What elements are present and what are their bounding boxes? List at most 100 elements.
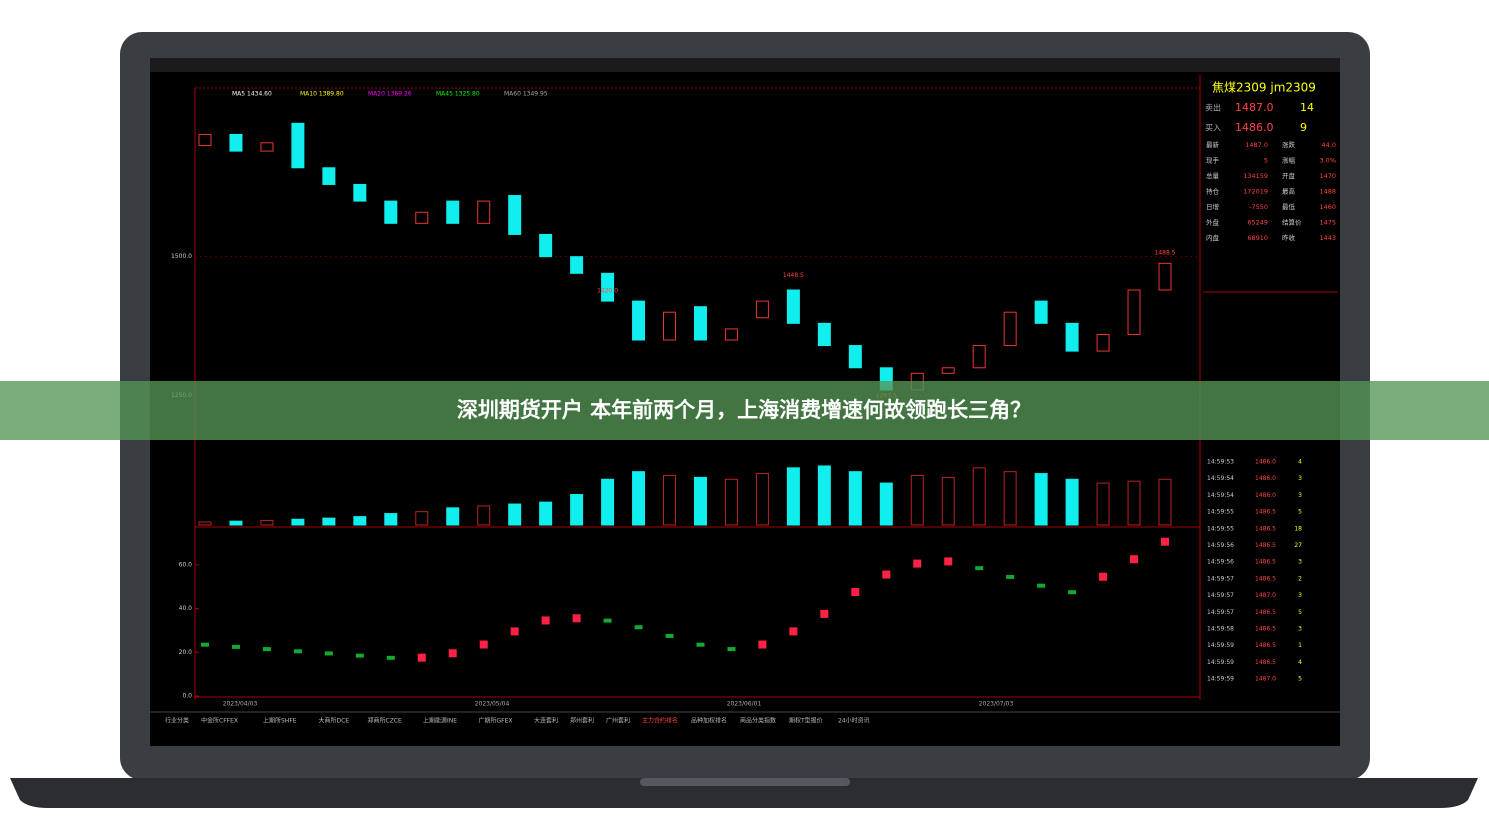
- volume-bar: [570, 494, 584, 526]
- volume-bar: [1127, 480, 1141, 526]
- quote-buy: 买入: [1205, 124, 1221, 133]
- quote-field: 昨收: [1282, 233, 1296, 242]
- x-tick-label: 2023/05/04: [475, 701, 510, 708]
- candle: [291, 122, 305, 169]
- candle: [1096, 333, 1110, 352]
- quote-field: 65249: [1247, 219, 1268, 227]
- indicator-point: [696, 642, 705, 647]
- volume-bar: [198, 521, 212, 526]
- trade-field: 14:59:59: [1207, 676, 1234, 683]
- trade-field: 3: [1298, 626, 1302, 633]
- tab[interactable]: 主力合约排名: [642, 717, 678, 725]
- volume-bar: [817, 465, 831, 526]
- quote-title: 焦煤2309 jm2309: [1212, 81, 1316, 95]
- banner: [0, 381, 1489, 440]
- quote-field: 总量: [1206, 171, 1220, 180]
- indicator-point: [603, 618, 612, 623]
- quote-field: 持仓: [1206, 187, 1220, 196]
- tab[interactable]: 品种加权排名: [691, 717, 727, 725]
- candle: [941, 367, 955, 374]
- tab[interactable]: 郑州套利: [570, 717, 594, 725]
- quote-field: 172019: [1243, 188, 1268, 196]
- candle: [632, 300, 646, 341]
- trade-field: 1486.5: [1255, 609, 1276, 616]
- volume-bar: [786, 467, 800, 526]
- quote-field: -7550: [1249, 203, 1268, 211]
- indicator-point: [1068, 590, 1077, 595]
- candle: [477, 200, 491, 224]
- candle: [755, 300, 769, 319]
- trade-field: 4: [1298, 659, 1302, 666]
- tab[interactable]: 商品分类指数: [740, 717, 776, 725]
- tab[interactable]: 广期所GFEX: [479, 717, 513, 725]
- tab[interactable]: 郑商所CZCE: [368, 717, 402, 725]
- candle: [415, 211, 429, 224]
- tab[interactable]: 24小时资讯: [838, 717, 870, 725]
- quote-field: 最高: [1282, 187, 1296, 196]
- indicator-point: [541, 616, 550, 625]
- candle: [508, 195, 522, 235]
- candle: [663, 311, 677, 341]
- indicator-point: [882, 570, 891, 579]
- quote-field: 现手: [1206, 156, 1220, 165]
- candle: [1065, 322, 1079, 352]
- quote-field: 1443: [1319, 234, 1336, 242]
- tab[interactable]: 期权T型报价: [789, 717, 823, 725]
- volume-bar: [724, 478, 738, 526]
- volume-bar: [260, 519, 274, 526]
- trade-field: 1486.5: [1255, 559, 1276, 566]
- indicator-point: [448, 649, 457, 658]
- x-tick-label: 2023/06/01: [727, 701, 762, 708]
- indicator-point: [1099, 572, 1108, 581]
- x-tick-label: 2023/04/03: [223, 701, 258, 708]
- trade-field: 4: [1298, 459, 1302, 466]
- tab[interactable]: 中金所CFFEX: [201, 717, 238, 725]
- trade-field: 3: [1298, 492, 1302, 499]
- candle: [1158, 262, 1172, 291]
- tab[interactable]: 上期能源INE: [423, 717, 457, 725]
- indicator-point: [820, 609, 829, 618]
- indicator-point: [262, 647, 271, 652]
- candle: [1003, 311, 1017, 347]
- trade-field: 14:59:58: [1207, 626, 1234, 633]
- candle: [786, 289, 800, 324]
- trade-field: 14:59:54: [1207, 475, 1234, 482]
- quote-field: 开盘: [1282, 171, 1296, 180]
- volume-bar: [663, 474, 677, 526]
- quote-field: 1488: [1319, 188, 1336, 196]
- indicator-point: [1130, 555, 1139, 564]
- trade-field: 1486.0: [1255, 459, 1276, 466]
- trade-field: 14:59:59: [1207, 659, 1234, 666]
- candle: [322, 167, 336, 185]
- tab[interactable]: 广州套利: [606, 717, 630, 725]
- volume-bar: [446, 507, 460, 526]
- quote-field: 3.0%: [1319, 157, 1336, 165]
- tab[interactable]: 行业分类: [165, 717, 189, 725]
- tab[interactable]: 大连套利: [534, 717, 558, 725]
- quote-field: 1470: [1319, 172, 1336, 180]
- indicator-point: [231, 644, 240, 649]
- volume-bar: [693, 476, 707, 526]
- candle: [848, 345, 862, 369]
- volume-bar: [1065, 478, 1079, 526]
- trade-field: 1486.5: [1255, 575, 1276, 582]
- ma-label: MA45 1325.80: [436, 91, 480, 98]
- tab[interactable]: 大商所DCE: [319, 717, 350, 725]
- candle: [724, 328, 738, 341]
- tab[interactable]: 上期所SHFE: [263, 717, 297, 725]
- volume-bar: [910, 474, 924, 526]
- content: MA5 1434.60 MA10 1389.80 MA20 1369.26 MA45 …: [165, 81, 1336, 725]
- trade-field: 5: [1298, 509, 1302, 516]
- trade-field: 18: [1294, 525, 1302, 532]
- quote-sell: 14: [1300, 101, 1314, 114]
- indicator-point: [324, 651, 333, 656]
- volume-bar: [415, 511, 429, 526]
- volume-bar: [291, 518, 305, 526]
- trade-field: 1486.5: [1255, 626, 1276, 633]
- volume-bar: [508, 503, 522, 526]
- candle: [817, 322, 831, 347]
- volume-bar: [322, 517, 336, 526]
- y-tick-label: 1500.0: [171, 253, 192, 260]
- indicator-point: [789, 627, 798, 636]
